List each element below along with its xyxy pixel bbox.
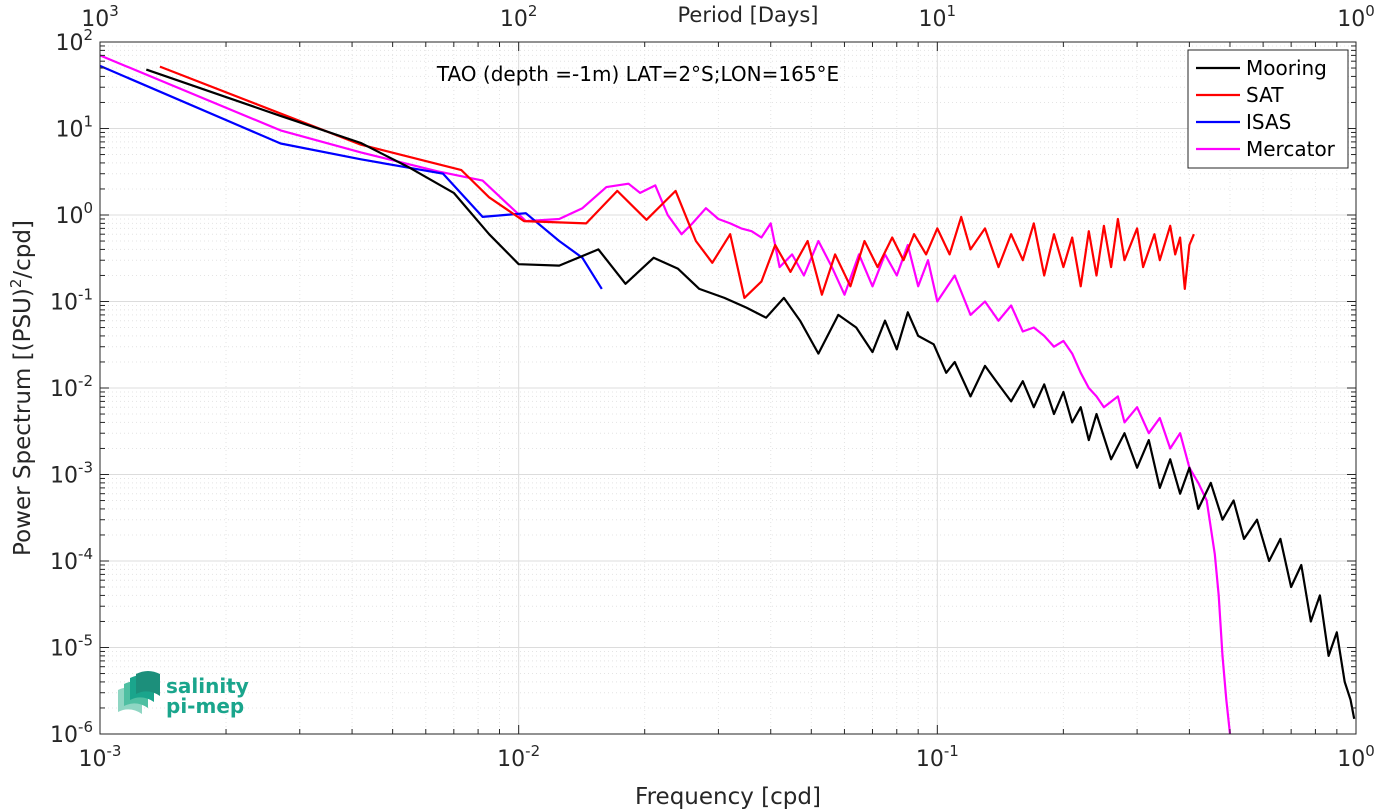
logo-text-pimep: pi-mep: [166, 694, 244, 718]
y-tick-label: 10-4: [50, 545, 93, 575]
series-line-isas: [99, 64, 603, 290]
y-tick-label: 10-5: [50, 632, 93, 662]
y-tick-label: 101: [55, 113, 93, 143]
y-tick-label: 10-1: [50, 286, 93, 316]
logo-wave-4: [136, 671, 160, 696]
y-tick-label: 10-2: [50, 372, 93, 402]
minor-grid: [100, 42, 1356, 734]
legend: Mooring SAT ISAS Mercator: [1187, 49, 1349, 169]
top-axis-title: Period [Days]: [678, 3, 819, 27]
station-annotation: TAO (depth =-1m) LAT=2°S;LON=165°E: [436, 62, 839, 86]
series-line-mooring: [145, 68, 1356, 720]
axis-ticks: [99, 41, 1357, 735]
salinity-pi-mep-logo: salinity pi-mep: [118, 671, 249, 718]
top-tick-label: 102: [500, 2, 538, 32]
y-axis-title-sup: 2: [7, 279, 25, 289]
x-tick-label: 10-2: [497, 742, 540, 772]
legend-label-mercator: Mercator: [1246, 137, 1336, 161]
y-tick-label: 100: [55, 199, 93, 229]
x-tick-label: 10-3: [79, 742, 122, 772]
y-axis-title-rest: /cpd]: [10, 220, 36, 279]
legend-label-sat: SAT: [1246, 83, 1284, 107]
y-tick-label: 10-3: [50, 459, 93, 489]
top-tick-label: 101: [919, 2, 957, 32]
y-axis-title: Power Spectrum [(PSU)2/cpd]: [7, 220, 36, 556]
x-tick-label: 100: [1337, 742, 1375, 772]
top-tick-label: 100: [1337, 2, 1375, 32]
series-line-mercator: [99, 54, 1232, 735]
legend-label-isas: ISAS: [1246, 110, 1291, 134]
y-tick-label: 10-6: [50, 718, 93, 748]
series-lines: [99, 54, 1356, 735]
top-tick-label: 103: [81, 2, 119, 32]
legend-label-mooring: Mooring: [1246, 56, 1327, 80]
series-line-sat: [159, 65, 1195, 299]
x-tick-label: 10-1: [916, 742, 959, 772]
x-axis-title: Frequency [cpd]: [635, 784, 821, 809]
y-axis-title-base: Power Spectrum [(PSU): [10, 288, 36, 556]
logo-text-salinity: salinity: [166, 674, 249, 698]
y-tick-label: 102: [55, 26, 93, 56]
